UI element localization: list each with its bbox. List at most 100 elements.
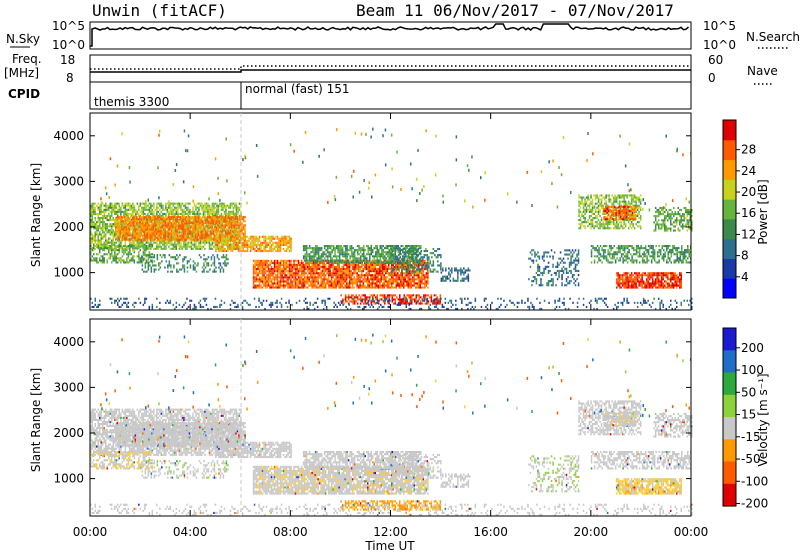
power-cell [163, 243, 166, 246]
power-cell [291, 266, 294, 269]
power-cell [290, 278, 292, 281]
power-cell [309, 280, 312, 283]
power-cell [318, 274, 321, 277]
power-cell [236, 243, 238, 246]
power-cell [145, 228, 147, 231]
power-cell [370, 261, 372, 264]
power-cell [136, 216, 138, 219]
power-cell [332, 266, 334, 269]
power-cell [285, 235, 288, 238]
power-cell [112, 223, 114, 226]
power-cell [324, 276, 327, 279]
power-cell [279, 259, 282, 262]
power-cell [171, 214, 173, 217]
power-cell [359, 261, 361, 264]
power-cell [388, 280, 390, 283]
power-cell [149, 220, 152, 223]
power-cell [240, 202, 242, 205]
power-cell [238, 232, 240, 235]
power-cell [133, 206, 136, 209]
power-cell [115, 224, 117, 227]
power-cell [181, 231, 184, 234]
power-cell [211, 202, 214, 205]
power-cell [320, 284, 322, 287]
power-cell [139, 245, 142, 248]
power-cell [140, 228, 143, 231]
power-cell [320, 272, 322, 275]
power-cell [258, 286, 261, 289]
power-cell [263, 282, 265, 285]
power-cell [344, 255, 347, 258]
power-cell [194, 222, 197, 225]
power-cell [208, 233, 211, 236]
power-cell [155, 218, 158, 221]
power-cell [315, 280, 318, 283]
power-cell [173, 226, 176, 229]
power-cell [282, 243, 285, 246]
power-cell [314, 249, 317, 252]
power-cell [111, 227, 113, 230]
power-cell [153, 256, 156, 259]
power-cell [163, 208, 166, 211]
power-cell [151, 230, 153, 233]
power-cell [149, 228, 152, 231]
power-cell [252, 235, 255, 238]
power-cell [202, 228, 204, 231]
power-cell [151, 210, 154, 213]
power-cell [367, 245, 369, 248]
power-cell [254, 266, 256, 269]
power-cell [373, 259, 375, 262]
power-cell [266, 284, 268, 287]
power-cell [267, 241, 270, 244]
power-cell [158, 228, 161, 231]
power-cell [183, 264, 186, 267]
power-cell [386, 280, 388, 283]
power-cell [416, 286, 418, 289]
power-cell [114, 212, 116, 215]
power-cell [409, 282, 411, 285]
power-cell [160, 202, 163, 205]
power-cell [100, 245, 102, 248]
power-cell [392, 280, 394, 283]
power-cell [338, 268, 340, 271]
power-cell [351, 284, 354, 287]
power-cell [418, 286, 420, 289]
power-cell [240, 214, 242, 217]
power-cell [291, 272, 294, 275]
power-cell [244, 230, 246, 233]
power-cell [208, 230, 210, 233]
power-cell [326, 255, 329, 258]
power-cell [212, 222, 215, 225]
power-cell [329, 255, 332, 258]
power-cell [263, 278, 265, 281]
power-cell [219, 241, 221, 244]
power-cell [175, 247, 178, 250]
power-cell [117, 253, 119, 256]
power-cell [279, 243, 282, 246]
power-cell [183, 268, 186, 271]
power-cell [194, 220, 197, 223]
power-cell [186, 260, 189, 263]
power-cell [223, 226, 225, 229]
power-cell [93, 212, 95, 215]
power-cell [376, 270, 378, 273]
power-cell [235, 202, 238, 205]
power-cell [130, 220, 132, 223]
power-cell [97, 219, 99, 222]
power-cell [162, 243, 164, 246]
power-cell [99, 257, 101, 260]
power-cell [379, 284, 381, 287]
power-cell [324, 263, 327, 266]
power-cell [157, 227, 160, 230]
power-cell [290, 272, 292, 275]
power-cell [185, 226, 188, 229]
power-cell [159, 262, 162, 265]
power-cell [140, 224, 143, 227]
power-cell [293, 276, 295, 279]
freq-axis-top: 18 [60, 53, 75, 67]
power-cell [181, 202, 184, 205]
power-cell [114, 241, 116, 244]
power-cell [115, 204, 117, 207]
power-cell [323, 282, 325, 285]
power-cell [358, 245, 360, 248]
